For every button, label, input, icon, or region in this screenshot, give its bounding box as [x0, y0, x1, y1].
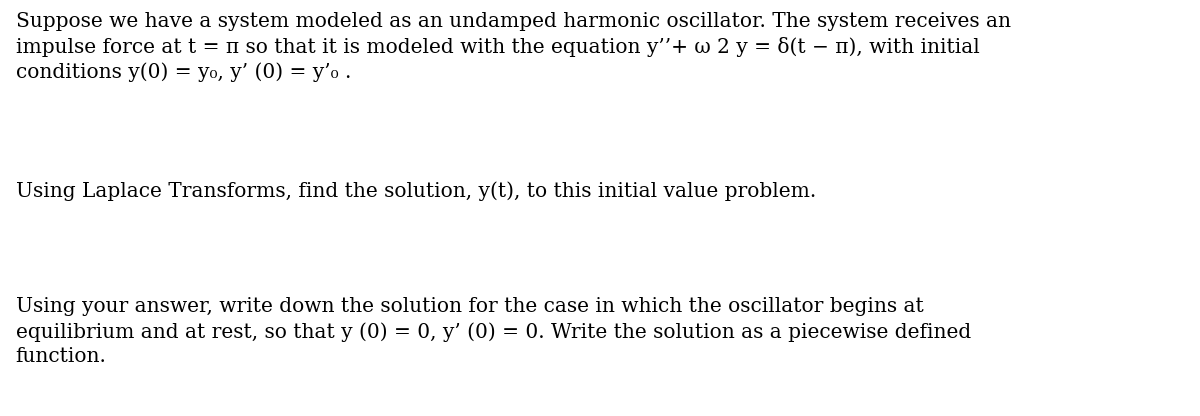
Text: Suppose we have a system modeled as an undamped harmonic oscillator. The system : Suppose we have a system modeled as an u… [16, 12, 1010, 82]
Text: Using Laplace Transforms, find the solution, y(t), to this initial value problem: Using Laplace Transforms, find the solut… [16, 181, 816, 201]
Text: Using your answer, write down the solution for the case in which the oscillator : Using your answer, write down the soluti… [16, 297, 971, 366]
